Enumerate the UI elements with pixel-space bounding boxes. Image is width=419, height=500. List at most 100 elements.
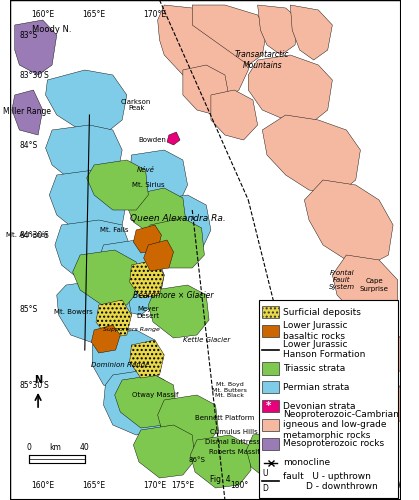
Text: Moody N.: Moody N. (32, 26, 72, 35)
Text: 160°E: 160°E (31, 481, 54, 490)
Polygon shape (335, 315, 401, 380)
Text: 160°E: 160°E (31, 10, 54, 19)
Polygon shape (183, 65, 230, 115)
Polygon shape (128, 188, 186, 235)
Text: fault   U - upthrown
        D - downthrown: fault U - upthrown D - downthrown (283, 472, 378, 491)
Polygon shape (190, 435, 251, 488)
Polygon shape (12, 90, 43, 135)
Text: Fig. 4: Fig. 4 (355, 306, 375, 314)
Polygon shape (211, 90, 258, 140)
Polygon shape (290, 5, 332, 60)
Text: Kettle Glacier: Kettle Glacier (183, 337, 230, 343)
Polygon shape (87, 160, 148, 210)
Polygon shape (129, 150, 188, 210)
Polygon shape (91, 325, 120, 353)
Polygon shape (145, 195, 211, 258)
Text: 175°W: 175°W (315, 481, 341, 490)
Polygon shape (49, 170, 127, 235)
Text: Dismal Buttress: Dismal Buttress (205, 439, 260, 445)
Text: Supporters Range: Supporters Range (103, 328, 160, 332)
Text: Miller Range: Miller Range (3, 108, 51, 116)
Bar (262, 438, 279, 450)
Text: Bennett Platform: Bennett Platform (195, 415, 255, 421)
Polygon shape (344, 370, 401, 430)
Bar (262, 419, 279, 431)
Polygon shape (288, 428, 318, 460)
Text: km: km (49, 443, 61, 452)
Text: N: N (34, 375, 42, 385)
Text: monocline: monocline (283, 458, 330, 467)
Text: 84°30′S: 84°30′S (19, 230, 49, 239)
Polygon shape (15, 20, 57, 75)
Polygon shape (96, 300, 132, 338)
Polygon shape (158, 395, 218, 448)
Text: 85°30′S: 85°30′S (19, 380, 49, 390)
Text: Lower Jurassic
basaltic rocks: Lower Jurassic basaltic rocks (283, 321, 347, 340)
Polygon shape (129, 260, 164, 298)
Text: Mesoproterozoic rocks: Mesoproterozoic rocks (283, 440, 384, 448)
Text: 170°W: 170°W (375, 481, 401, 490)
Polygon shape (248, 55, 332, 125)
Text: 180°: 180° (230, 481, 248, 490)
Polygon shape (144, 240, 173, 271)
Text: Mt. Bowers: Mt. Bowers (54, 309, 93, 315)
Polygon shape (246, 430, 307, 483)
Text: Surficial deposits: Surficial deposits (283, 308, 361, 316)
Text: Cape
Surprise: Cape Surprise (360, 278, 389, 291)
Polygon shape (115, 375, 176, 428)
Polygon shape (92, 330, 160, 395)
Text: 170°E: 170°E (143, 481, 166, 490)
Text: 40: 40 (80, 443, 90, 452)
Text: Beardmore × Glacier: Beardmore × Glacier (133, 290, 214, 300)
Polygon shape (133, 425, 195, 478)
Polygon shape (96, 240, 164, 315)
Polygon shape (258, 5, 300, 55)
Text: Clarkson
Peak: Clarkson Peak (121, 98, 151, 112)
Text: Mt. Falls: Mt. Falls (101, 227, 129, 233)
Text: Mt. Sirius: Mt. Sirius (132, 182, 165, 188)
Text: 85°S: 85°S (19, 306, 38, 314)
Polygon shape (72, 250, 139, 306)
Text: Neoproterozoic-Cambrian
igneous and low-grade
metamorphic rocks: Neoproterozoic-Cambrian igneous and low-… (283, 410, 399, 440)
Polygon shape (57, 280, 132, 345)
Text: Cumulus Hills: Cumulus Hills (210, 429, 258, 435)
Polygon shape (158, 5, 253, 100)
Text: Bowden: Bowden (138, 137, 166, 143)
Text: Mt. Boyd
Mt. Butters
Mt. Black: Mt. Boyd Mt. Butters Mt. Black (212, 382, 247, 398)
Text: Mt. Danell: Mt. Danell (364, 402, 400, 408)
Polygon shape (167, 132, 180, 145)
Text: Triassic strata: Triassic strata (283, 364, 345, 373)
Text: Permian strata: Permian strata (283, 383, 349, 392)
Polygon shape (192, 5, 267, 65)
Text: 170°E: 170°E (143, 10, 166, 19)
Text: Meyer
Desert: Meyer Desert (137, 306, 160, 318)
Text: 83°S: 83°S (19, 30, 38, 40)
Text: Névé: Névé (137, 167, 155, 173)
Text: 165°E: 165°E (83, 10, 106, 19)
Polygon shape (332, 255, 398, 325)
Text: Fig. 4: Fig. 4 (210, 476, 230, 484)
Text: U: U (262, 470, 268, 478)
Text: Dominion Range: Dominion Range (91, 362, 150, 368)
Polygon shape (129, 340, 164, 378)
Text: 86°S: 86°S (189, 457, 205, 463)
Polygon shape (46, 70, 127, 135)
Text: Transantarctic
Mountains: Transantarctic Mountains (235, 50, 290, 70)
Bar (262, 381, 279, 394)
Polygon shape (46, 125, 122, 185)
Text: 84°S: 84°S (19, 140, 38, 149)
Polygon shape (103, 370, 169, 435)
Text: 0: 0 (26, 443, 31, 452)
Text: 83°30′S: 83°30′S (19, 70, 49, 80)
Text: Lower Jurassic
Hanson Formation: Lower Jurassic Hanson Formation (283, 340, 365, 359)
Polygon shape (148, 285, 209, 338)
Bar (262, 400, 279, 412)
Bar (262, 362, 279, 374)
Text: Frontal
Fault
System: Frontal Fault System (328, 270, 355, 290)
Polygon shape (262, 115, 360, 195)
Text: Queen Alexandra Ra.: Queen Alexandra Ra. (130, 214, 226, 222)
Polygon shape (144, 218, 204, 268)
Bar (259, 300, 398, 498)
Text: *: * (266, 401, 272, 411)
Text: Devonian strata: Devonian strata (283, 402, 355, 410)
